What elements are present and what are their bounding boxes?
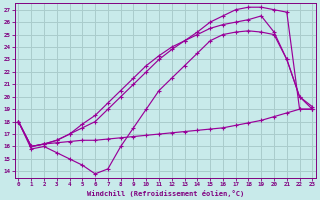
X-axis label: Windchill (Refroidissement éolien,°C): Windchill (Refroidissement éolien,°C) [87,190,244,197]
